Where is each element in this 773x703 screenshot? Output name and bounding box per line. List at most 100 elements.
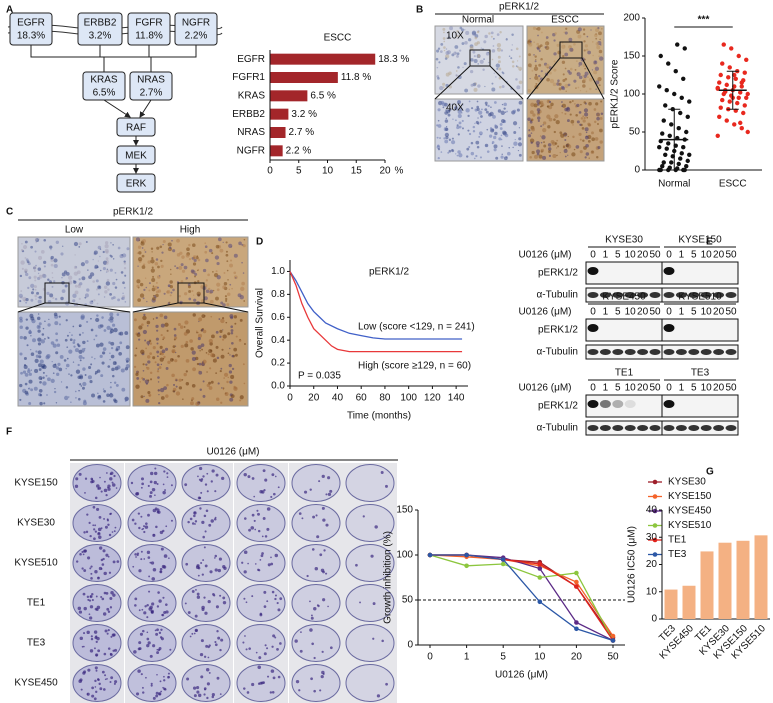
colony [208, 671, 211, 674]
texture [117, 298, 121, 302]
value-label: 18.3 % [378, 54, 409, 65]
colony [205, 509, 209, 513]
texture [139, 293, 145, 298]
texture [489, 127, 493, 130]
texture [216, 282, 221, 287]
texture [537, 45, 541, 49]
texture [454, 45, 459, 49]
texture [123, 262, 127, 265]
texture [572, 135, 575, 139]
cell-line-label: KYSE30 [17, 518, 55, 529]
texture [435, 57, 439, 61]
texture [595, 28, 599, 33]
texture [159, 245, 163, 249]
texture [49, 293, 54, 298]
texture [172, 345, 176, 349]
plate [181, 544, 231, 582]
texture [49, 245, 53, 249]
texture [235, 335, 238, 338]
colony [215, 605, 219, 609]
texture [117, 246, 121, 250]
connector [30, 45, 197, 72]
texture [105, 262, 109, 265]
node-value: 3.2% [89, 31, 112, 42]
texture [206, 371, 208, 373]
texture [30, 298, 34, 302]
colony [163, 675, 165, 678]
texture [61, 276, 63, 279]
texture [64, 395, 69, 401]
point [669, 160, 674, 165]
colony [156, 651, 160, 655]
texture [459, 49, 462, 52]
texture [239, 395, 244, 400]
colony [97, 527, 102, 532]
texture [472, 129, 476, 133]
texture [163, 292, 166, 295]
colony [210, 519, 214, 523]
texture [102, 250, 105, 254]
colony [107, 523, 110, 527]
texture [120, 271, 124, 274]
x-tick-label: 100 [400, 393, 417, 404]
texture [202, 359, 207, 364]
point [675, 42, 680, 47]
colony [101, 563, 105, 566]
row-label: α-Tubulin [536, 347, 578, 358]
texture [95, 279, 99, 283]
colony [138, 641, 142, 645]
texture [84, 293, 89, 298]
texture [201, 314, 206, 318]
texture [110, 341, 115, 346]
texture [80, 385, 83, 387]
texture [582, 28, 586, 31]
colony [266, 600, 269, 603]
texture [72, 341, 76, 344]
y-tick-label: 30 [646, 532, 658, 543]
dose-value: 5 [691, 307, 697, 318]
colony [322, 673, 325, 675]
texture [78, 245, 81, 248]
band [663, 267, 675, 275]
colony [149, 654, 153, 658]
texture [202, 268, 207, 273]
colony [107, 555, 110, 558]
texture [517, 149, 520, 152]
texture [139, 381, 141, 383]
texture [36, 291, 40, 295]
colony [214, 557, 216, 559]
texture [600, 100, 603, 103]
texture [594, 137, 599, 141]
texture [201, 348, 203, 351]
texture [579, 90, 582, 92]
texture [451, 149, 455, 153]
texture [142, 369, 145, 372]
texture [96, 369, 101, 373]
colony [194, 614, 198, 618]
texture [95, 334, 98, 337]
texture [74, 284, 78, 288]
x-tick-label: 20 [308, 393, 320, 404]
colony [271, 645, 274, 648]
colony [152, 644, 156, 648]
texture [538, 63, 542, 67]
point [741, 110, 746, 116]
texture [455, 74, 458, 77]
colony [310, 614, 313, 617]
texture [437, 148, 441, 151]
texture [187, 285, 191, 289]
texture [553, 68, 557, 72]
colony [277, 608, 281, 612]
texture [477, 54, 481, 58]
colony [206, 696, 209, 700]
texture [458, 125, 462, 129]
texture [82, 401, 87, 406]
texture [595, 41, 600, 46]
colony [159, 680, 162, 683]
colony [148, 575, 151, 578]
texture [99, 255, 101, 258]
texture [225, 241, 228, 244]
texture [51, 361, 53, 363]
colony [309, 488, 312, 491]
band [599, 292, 611, 298]
